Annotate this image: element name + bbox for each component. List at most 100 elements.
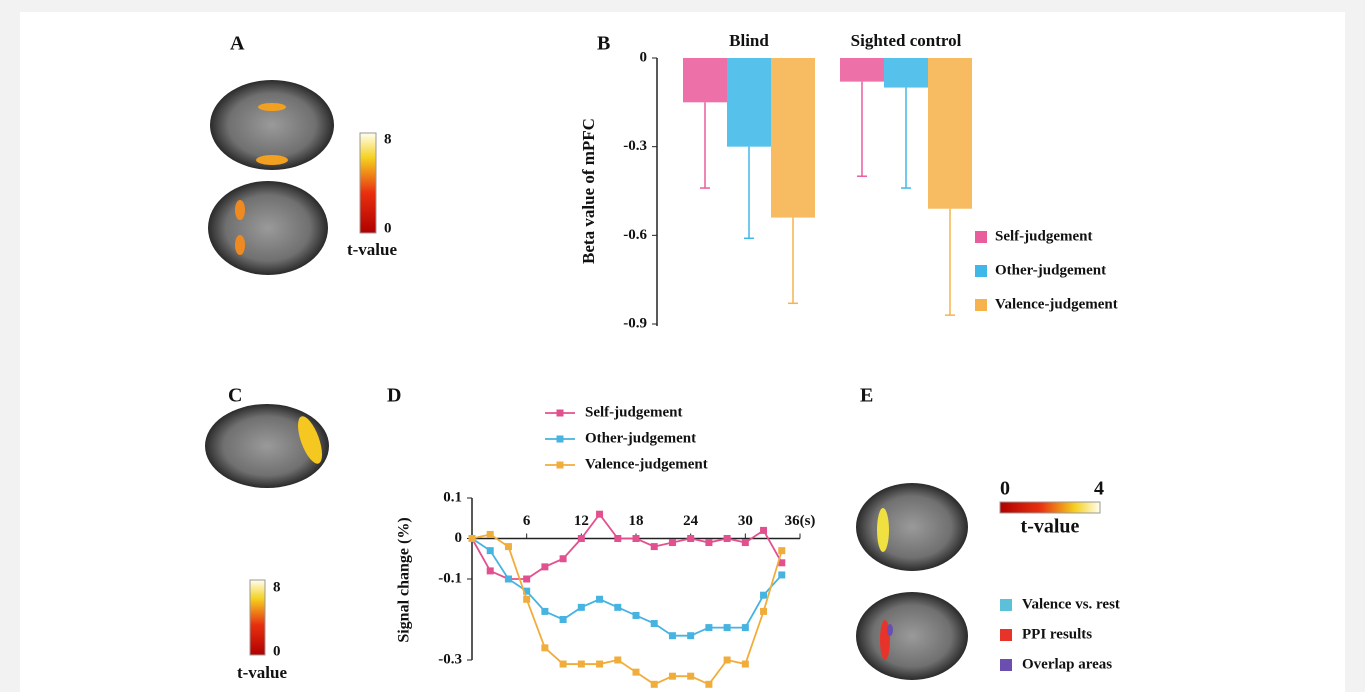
legend-label: Self-judgement: [585, 404, 683, 420]
x-tick-label: 24: [683, 513, 699, 529]
legend-swatch: [975, 231, 987, 243]
y-tick-label: -0.3: [623, 138, 647, 154]
legend-label: PPI results: [1022, 626, 1092, 642]
marker: [760, 527, 767, 534]
bar: [771, 58, 815, 218]
marker: [705, 624, 712, 631]
marker: [669, 673, 676, 680]
panel-label: D: [387, 385, 401, 407]
legend-marker: [557, 436, 564, 443]
x-tick-label: 18: [629, 513, 644, 529]
bar: [727, 58, 771, 147]
marker: [705, 539, 712, 546]
colorbar: [360, 133, 376, 233]
marker: [742, 661, 749, 668]
marker: [560, 661, 567, 668]
x-tick-label: 30: [738, 513, 753, 529]
colorbar-max: 8: [273, 579, 281, 595]
colorbar: [250, 580, 265, 655]
marker: [633, 535, 640, 542]
marker: [742, 624, 749, 631]
marker: [487, 567, 494, 574]
bar: [884, 58, 928, 88]
marker: [541, 563, 548, 570]
marker: [523, 596, 530, 603]
marker: [669, 539, 676, 546]
x-tick-label: 12: [574, 513, 589, 529]
panel-label: B: [597, 33, 610, 55]
marker: [651, 681, 658, 688]
y-tick-label: 0.1: [443, 489, 462, 505]
legend-swatch: [1000, 659, 1012, 671]
category-label: Sighted control: [851, 31, 962, 50]
colorbar-min: 0: [1000, 478, 1010, 500]
marker: [687, 535, 694, 542]
marker: [523, 576, 530, 583]
colorbar-label: t-value: [1021, 516, 1080, 538]
y-tick-label: -0.6: [623, 227, 647, 243]
bar: [928, 58, 972, 209]
marker: [633, 612, 640, 619]
y-tick-label: 0: [640, 49, 648, 65]
colorbar-label: t-value: [347, 240, 398, 259]
marker: [541, 608, 548, 615]
marker: [505, 543, 512, 550]
panel-label: A: [230, 33, 245, 55]
marker: [505, 576, 512, 583]
legend-label: Overlap areas: [1022, 656, 1112, 672]
bar: [683, 58, 727, 102]
legend-swatch: [1000, 629, 1012, 641]
y-axis-label: Signal change (%): [396, 517, 413, 642]
legend-swatch: [975, 299, 987, 311]
marker: [724, 624, 731, 631]
marker: [596, 596, 603, 603]
y-tick-label: -0.1: [438, 570, 462, 586]
marker: [578, 604, 585, 611]
colorbar-label: t-value: [237, 663, 288, 682]
marker: [705, 681, 712, 688]
marker: [724, 657, 731, 664]
marker: [687, 673, 694, 680]
legend-label: Valence vs. rest: [1022, 596, 1120, 612]
legend-swatch: [975, 265, 987, 277]
legend-label: Other-judgement: [995, 262, 1106, 278]
y-tick-label: -0.9: [623, 315, 647, 331]
marker: [560, 616, 567, 623]
marker: [541, 644, 548, 651]
legend-label: Other-judgement: [585, 430, 696, 446]
y-tick-label: -0.3: [438, 651, 462, 667]
marker: [596, 511, 603, 518]
y-axis-label: Beta value of mPFC: [579, 118, 598, 264]
panel-label: C: [228, 385, 242, 407]
marker: [778, 571, 785, 578]
marker: [651, 543, 658, 550]
x-tick-label: 36(s): [785, 513, 816, 529]
legend-label: Self-judgement: [995, 228, 1093, 244]
marker: [596, 661, 603, 668]
colorbar-min: 0: [384, 220, 392, 236]
marker: [778, 547, 785, 554]
marker: [614, 657, 621, 664]
marker: [614, 535, 621, 542]
marker: [487, 547, 494, 554]
marker: [469, 535, 476, 542]
colorbar-min: 0: [273, 643, 281, 659]
marker: [560, 555, 567, 562]
figure: A B C D E 8 0 t-value 8 0 t-value 0 4 t-…: [0, 0, 1365, 692]
marker: [487, 531, 494, 538]
marker: [669, 632, 676, 639]
colorbar-max: 8: [384, 131, 392, 147]
legend-label: Valence-judgement: [585, 456, 708, 472]
marker: [578, 661, 585, 668]
y-tick-label: 0: [455, 530, 463, 546]
marker: [651, 620, 658, 627]
marker: [742, 539, 749, 546]
marker: [760, 608, 767, 615]
x-tick-label: 6: [523, 513, 531, 529]
marker: [687, 632, 694, 639]
marker: [760, 592, 767, 599]
marker: [633, 669, 640, 676]
colorbar: [1000, 502, 1100, 513]
bar: [840, 58, 884, 82]
category-label: Blind: [729, 31, 769, 50]
